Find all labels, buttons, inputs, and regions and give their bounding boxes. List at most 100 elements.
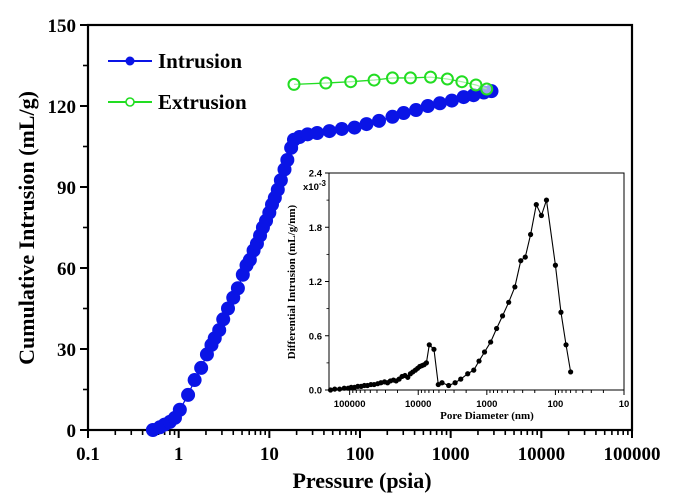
inset-x-tick-label: 10 <box>619 399 630 410</box>
legend-extrusion-label: Extrusion <box>158 90 247 114</box>
inset-data-point <box>552 262 559 268</box>
main-x-tick-label: 10000 <box>518 444 566 465</box>
data-point-extrusion <box>469 78 483 92</box>
inset-x-tick-label: 1000 <box>476 399 497 410</box>
inset-data-point <box>488 339 494 345</box>
inset-y-axis: 0.0 0.6 1.2 1.8 2.4 <box>309 169 329 397</box>
data-point-extrusion <box>424 70 438 84</box>
data-point-intrusion <box>280 153 295 167</box>
inset-data-point <box>528 231 534 238</box>
inset-data-point <box>476 358 482 364</box>
inset-y-tick-label: 1.8 <box>309 223 322 234</box>
main-x-tick-label: 1000 <box>432 444 470 465</box>
inset-data-point <box>558 309 564 315</box>
main-x-tick-label: 10 <box>260 444 279 465</box>
inset-y-axis-title: Differential Intrusion (mL/g/nm) <box>286 204 298 359</box>
inset-data-point <box>452 380 458 386</box>
inset-plot-background <box>329 173 624 390</box>
inset-data-point <box>518 258 524 264</box>
legend-extrusion-marker-icon <box>125 97 135 107</box>
data-point-intrusion <box>334 121 349 136</box>
data-point-intrusion <box>273 173 288 188</box>
main-x-axis: 0.1 1 10 100 1000 10000 100000 <box>76 430 661 465</box>
data-point-intrusion <box>409 103 424 118</box>
main-series-layer <box>145 70 499 437</box>
data-point-intrusion <box>432 96 447 111</box>
main-y-tick-label: 120 <box>48 97 77 118</box>
inset-y-multiplier: x10-3 <box>303 179 327 193</box>
inset-data-point <box>506 299 512 305</box>
data-point-extrusion <box>480 82 494 96</box>
data-point-intrusion <box>396 106 411 121</box>
inset-data-point <box>568 369 574 375</box>
data-point-intrusion <box>420 99 435 113</box>
data-point-intrusion <box>310 126 325 140</box>
data-point-extrusion <box>367 73 381 87</box>
inset-data-point <box>471 367 477 373</box>
inset-x-axis-title: Pore Diameter (nm) <box>440 410 534 422</box>
inset-x-tick-label: 100000 <box>334 399 366 410</box>
data-point-extrusion <box>440 72 454 86</box>
inset-y-tick-label: 0.6 <box>309 331 322 342</box>
data-point-extrusion <box>287 77 301 91</box>
inset-data-point <box>543 197 550 203</box>
data-point-intrusion <box>194 360 209 375</box>
main-x-tick-label: 100000 <box>604 444 661 465</box>
data-point-extrusion <box>455 75 469 89</box>
inset-data-point <box>337 386 343 392</box>
legend-item-extrusion: Extrusion <box>108 90 247 114</box>
inset-data-point <box>332 386 338 392</box>
inset-plot: 100000 10000 1000 100 10 0.0 0.6 1.2 1.8 2.4 x10… <box>286 169 629 423</box>
legend-intrusion-label: Intrusion <box>158 49 242 73</box>
inset-y-tick-label: 2.4 <box>309 169 323 180</box>
inset-data-point <box>458 376 464 382</box>
inset-data-point <box>431 346 437 352</box>
inset-data-point <box>341 385 347 391</box>
inset-data-point <box>563 342 569 348</box>
main-x-axis-title: Pressure (psia) <box>292 468 431 493</box>
main-y-axis: 0 30 60 90 120 150 <box>48 16 88 442</box>
legend: Intrusion Extrusion <box>108 49 247 114</box>
inset-data-point <box>439 380 445 386</box>
inset-data-point <box>522 254 528 260</box>
main-y-tick-label: 30 <box>57 340 76 361</box>
data-point-extrusion <box>403 71 417 85</box>
main-y-axis-title: Cumulative Intrusion (mL/g) <box>14 91 39 365</box>
inset-data-point <box>494 325 500 332</box>
inset-data-point <box>533 202 539 208</box>
inset-x-tick-label: 10000 <box>405 399 431 410</box>
legend-item-intrusion: Intrusion <box>108 49 242 73</box>
main-y-tick-label: 90 <box>57 178 76 199</box>
inset-data-point <box>423 360 430 366</box>
inset-series-layer <box>327 197 574 393</box>
inset-data-point <box>538 212 545 219</box>
inset-data-point <box>405 374 411 380</box>
inset-data-point <box>426 342 432 348</box>
main-x-tick-label: 1 <box>174 444 184 465</box>
data-point-extrusion <box>385 71 399 85</box>
series-intrusion <box>145 84 499 437</box>
inset-x-tick-label: 100 <box>547 399 563 410</box>
main-y-tick-label: 150 <box>48 16 77 37</box>
inset-data-point <box>446 382 452 389</box>
data-point-intrusion <box>371 113 386 128</box>
inset-data-point <box>512 284 518 290</box>
inset-x-axis: 100000 10000 1000 100 10 <box>334 390 629 410</box>
main-y-tick-label: 0 <box>67 421 77 442</box>
inset-y-tick-label: 0.0 <box>309 386 322 397</box>
inset-data-point <box>465 371 471 377</box>
data-point-intrusion <box>172 402 187 417</box>
inset-data-point <box>481 349 488 355</box>
inset-data-point <box>499 313 506 319</box>
data-point-intrusion <box>212 323 227 338</box>
data-point-intrusion <box>230 281 245 296</box>
data-point-extrusion <box>319 76 333 90</box>
data-point-intrusion <box>187 373 202 388</box>
data-point-intrusion <box>347 120 362 135</box>
data-point-intrusion <box>220 301 235 316</box>
inset-y-tick-label: 1.2 <box>309 277 322 288</box>
main-x-tick-label: 100 <box>346 444 375 465</box>
data-point-intrusion <box>322 124 337 139</box>
data-point-intrusion <box>216 312 231 327</box>
